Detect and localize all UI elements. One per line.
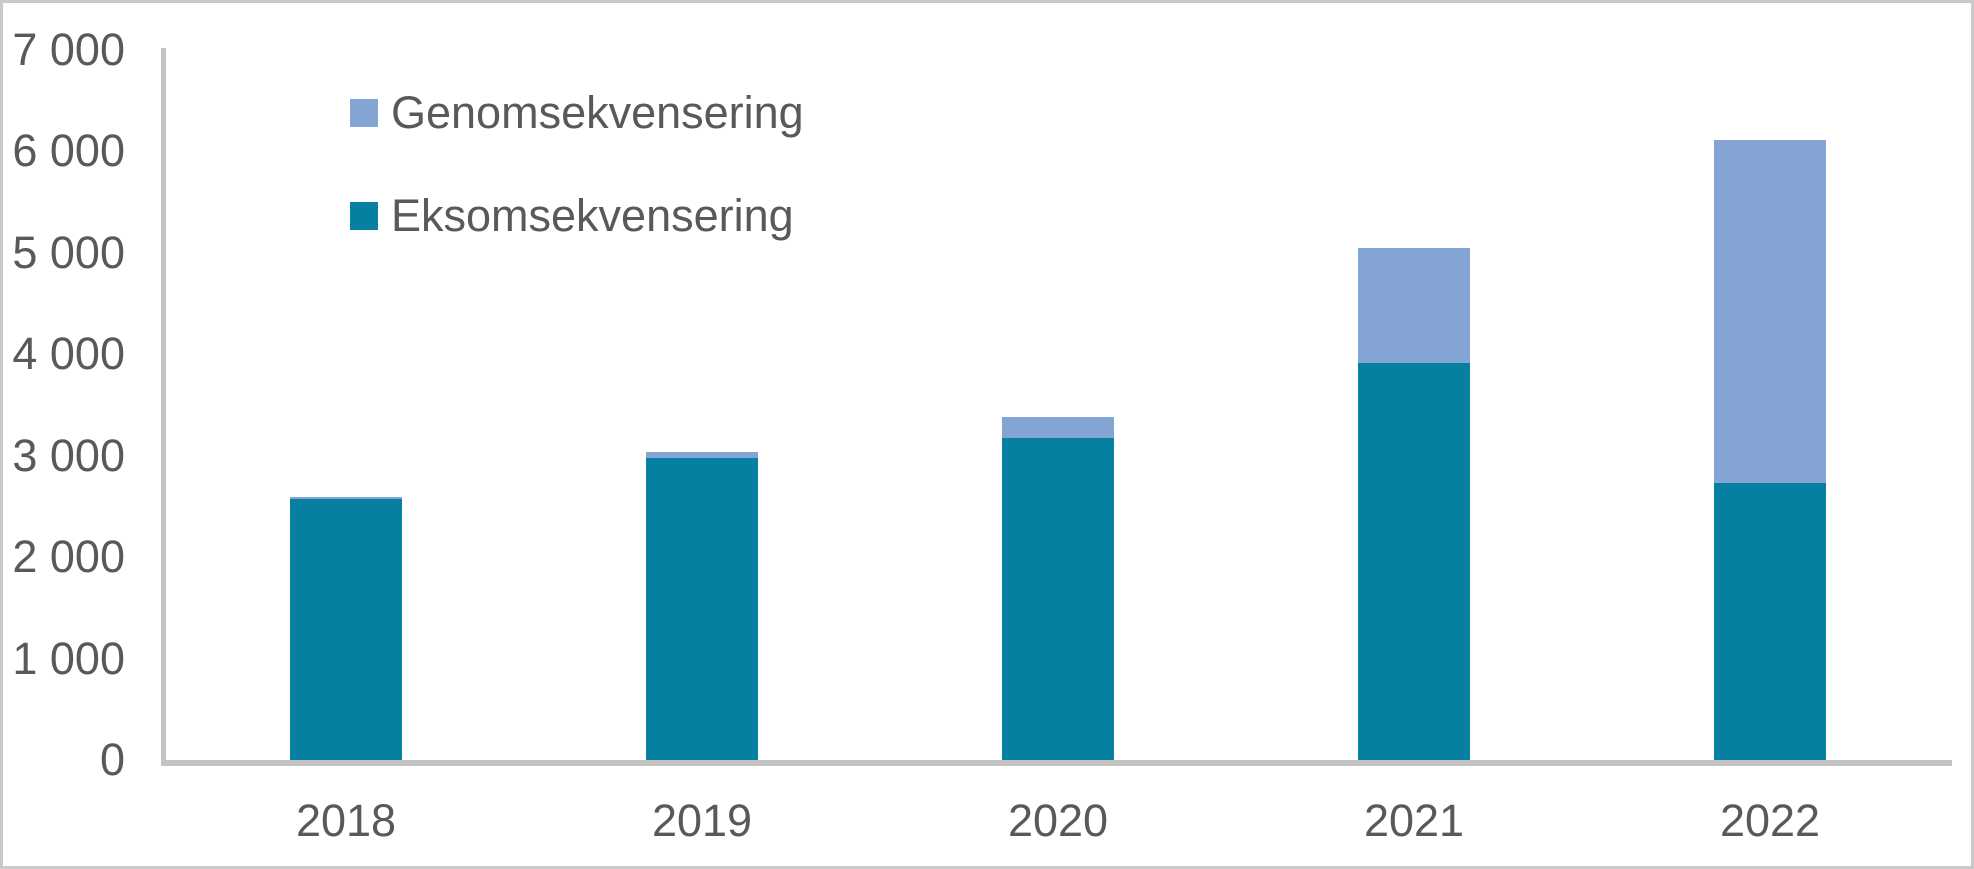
bar-segment-eksomsekvensering-2022 bbox=[1714, 483, 1826, 760]
x-axis-label-2019: 2019 bbox=[651, 795, 753, 846]
legend-swatch-icon bbox=[350, 99, 378, 127]
legend-item-eksomsekvensering: Eksomsekvensering bbox=[350, 190, 794, 242]
x-axis-label-2018: 2018 bbox=[295, 795, 397, 846]
bar-segment-genomsekvensering-2019 bbox=[646, 451, 758, 458]
legend-label: Genomsekvensering bbox=[391, 87, 804, 138]
y-axis-line bbox=[161, 48, 166, 766]
x-axis-label-2020: 2020 bbox=[1007, 795, 1109, 846]
y-tick-label-4000: 4 000 bbox=[12, 328, 125, 380]
y-tick-label-3000: 3 000 bbox=[12, 429, 125, 481]
x-axis-label-2022: 2022 bbox=[1719, 795, 1821, 846]
bar-segment-eksomsekvensering-2019 bbox=[646, 457, 758, 760]
bar-segment-genomsekvensering-2020 bbox=[1002, 417, 1114, 439]
y-tick-label-0: 0 bbox=[99, 734, 125, 785]
legend-label: Eksomsekvensering bbox=[391, 190, 794, 241]
bar-segment-genomsekvensering-2022 bbox=[1714, 140, 1826, 484]
bar-segment-eksomsekvensering-2021 bbox=[1358, 363, 1470, 760]
y-tick-label-5000: 5 000 bbox=[12, 226, 125, 278]
bar-segment-eksomsekvensering-2018 bbox=[290, 499, 402, 760]
x-axis-line bbox=[161, 760, 1952, 766]
x-axis-label-2021: 2021 bbox=[1363, 795, 1465, 846]
bar-segment-eksomsekvensering-2020 bbox=[1002, 438, 1114, 760]
y-tick-label-6000: 6 000 bbox=[12, 125, 125, 177]
legend-item-genomsekvensering: Genomsekvensering bbox=[350, 87, 804, 139]
legend-swatch-icon bbox=[350, 202, 378, 230]
bar-segment-genomsekvensering-2021 bbox=[1358, 247, 1470, 364]
bar-segment-genomsekvensering-2018 bbox=[290, 496, 402, 500]
y-tick-label-7000: 7 000 bbox=[12, 24, 125, 75]
y-tick-label-2000: 2 000 bbox=[12, 531, 125, 583]
y-tick-label-1000: 1 000 bbox=[12, 632, 125, 684]
